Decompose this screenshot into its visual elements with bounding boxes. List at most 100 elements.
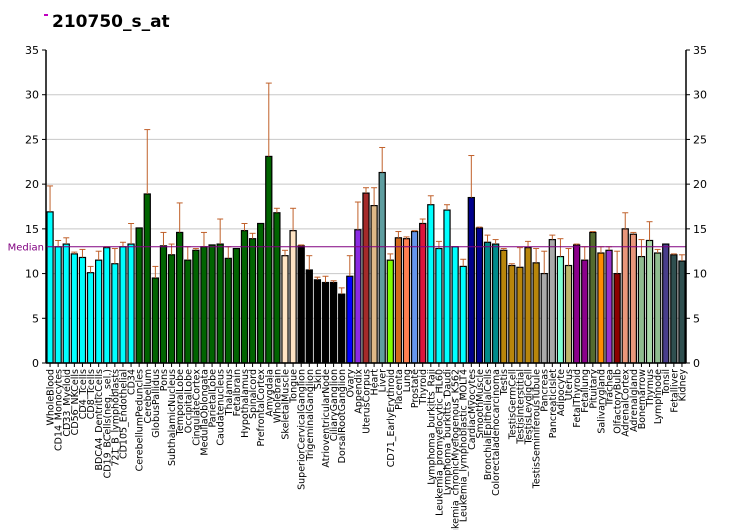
- x-tick-label: DorsalRootGanglion: [337, 369, 348, 463]
- bar: [678, 260, 686, 364]
- bar: [370, 205, 378, 364]
- x-tick-label: Liver: [378, 369, 389, 392]
- x-tick-label: Fetalliver: [669, 369, 680, 413]
- x-tick-label: AdrenalCortex: [621, 369, 632, 437]
- bar: [362, 192, 370, 364]
- bar: [111, 263, 119, 364]
- x-tick-label: PrefrontalCortex: [256, 369, 267, 447]
- y-tick-label-right: 35: [693, 44, 707, 57]
- bar: [192, 249, 200, 364]
- x-tick-label: Skin: [313, 369, 324, 389]
- bar: [313, 279, 322, 364]
- bar: [232, 247, 241, 364]
- x-tick-label: Adipocyte: [556, 369, 567, 416]
- bar: [589, 231, 597, 364]
- bar: [581, 259, 589, 364]
- x-tick-label: SkeletalMuscle: [280, 369, 291, 440]
- bar: [305, 269, 313, 364]
- x-tick-label: ParietalLobe: [208, 369, 219, 428]
- bar: [127, 243, 135, 364]
- x-tick-label: CD4_Tcells: [78, 369, 89, 419]
- y-tick-label-left: 20: [25, 178, 39, 191]
- x-tick-label: CD71_EarlyErythroid: [386, 369, 397, 467]
- x-tick-label: CD19_BCells(neg._sel.): [102, 369, 113, 478]
- x-tick-label: Pons: [159, 369, 170, 391]
- x-tick-label: CD56_NKCells: [70, 369, 81, 435]
- x-tick-label: Testis: [499, 369, 510, 396]
- bar: [200, 246, 208, 364]
- bar: [572, 244, 581, 364]
- x-tick-label: Thyroid: [418, 369, 429, 406]
- y-tick-label-left: 30: [25, 89, 39, 102]
- x-tick-label: CardiacMyocytes: [467, 369, 478, 450]
- x-tick-label: Lymphoma_burkitts_Daudi: [443, 369, 454, 495]
- x-tick-label: Heart: [370, 369, 381, 396]
- bar: [524, 247, 532, 364]
- x-tick-label: TemporalLobe: [175, 369, 186, 436]
- x-tick-label: BDCA4_DentriticCells: [94, 369, 105, 471]
- x-tick-label: TrigeminalGanglion: [305, 369, 316, 462]
- x-tick-label: CiliaryGanglion: [329, 369, 340, 441]
- y-tick-label-left: 0: [32, 357, 39, 370]
- x-tick-label: Spinalcord: [248, 369, 259, 419]
- x-tick-label: Fetallung: [580, 369, 591, 413]
- bar: [86, 272, 95, 364]
- x-tick-label: Placenta: [394, 369, 405, 410]
- x-tick-label: Lung: [402, 369, 413, 392]
- x-tick-label: BronchialEpithelialCells: [483, 369, 494, 480]
- y-tick-label-right: 20: [693, 178, 707, 191]
- bar: [443, 209, 451, 364]
- x-tick-label: Lymphoma_burkitts_Raji: [426, 369, 437, 485]
- x-tick-label: Fetalbrain: [232, 369, 243, 416]
- bar: [378, 171, 386, 364]
- bar: [621, 228, 629, 364]
- bar: [532, 262, 540, 364]
- x-tick-label: PancreaticIslet: [548, 369, 559, 439]
- x-tick-label: Amygdala: [264, 369, 275, 417]
- bar: [564, 264, 573, 364]
- bar: [516, 266, 524, 364]
- bar: [297, 245, 305, 364]
- x-tick-label: CD8_Tcells: [86, 369, 97, 419]
- bar: [435, 247, 443, 364]
- bar: [321, 281, 330, 364]
- bar: [70, 253, 79, 364]
- x-tick-label: CingulateCortex: [191, 369, 202, 446]
- bar: [184, 259, 192, 364]
- x-tick-label: Colorectaladenocarcinoma: [491, 369, 502, 496]
- y-tick-label-right: 0: [693, 357, 700, 370]
- bar: [662, 243, 670, 364]
- x-tick-label: TestisLeydigCell: [524, 369, 535, 445]
- y-tick-label-right: 5: [693, 312, 700, 325]
- x-tick-label: Thymus: [645, 369, 656, 408]
- bar: [78, 256, 87, 364]
- bar: [540, 272, 548, 364]
- y-tick-label-left: 5: [32, 312, 39, 325]
- bar: [491, 243, 500, 364]
- bar: [248, 238, 257, 364]
- bar: [103, 247, 111, 364]
- x-tick-label: GlobusPallidus: [151, 369, 162, 438]
- bar: [629, 233, 637, 364]
- bar: [645, 239, 654, 364]
- chart-title: 210750_s_at: [52, 12, 170, 32]
- bar: [329, 281, 338, 364]
- bar: [176, 231, 184, 364]
- bar: [467, 196, 475, 364]
- bar: [597, 252, 605, 364]
- x-tick-label: CD33_Myeloid: [62, 369, 73, 437]
- x-tick-label: Caudatenucleus: [216, 369, 227, 446]
- x-tick-label: Pancreas: [540, 369, 551, 412]
- bar: [605, 249, 613, 364]
- y-tick-label-left: 10: [25, 268, 39, 281]
- x-tick-label: Leukemia_chronicMyelogenous_K562: [451, 369, 462, 530]
- bar: [475, 227, 484, 364]
- bar: [265, 155, 273, 364]
- bar: [208, 244, 216, 364]
- bar: [281, 255, 289, 364]
- x-tick-label: Thalamus: [224, 369, 235, 416]
- x-tick-label: TestisGermCell: [507, 369, 518, 440]
- x-tick-label: OlfactoryBulb: [613, 369, 624, 434]
- bar: [224, 257, 232, 364]
- x-tick-label: Salivarygland: [596, 369, 607, 434]
